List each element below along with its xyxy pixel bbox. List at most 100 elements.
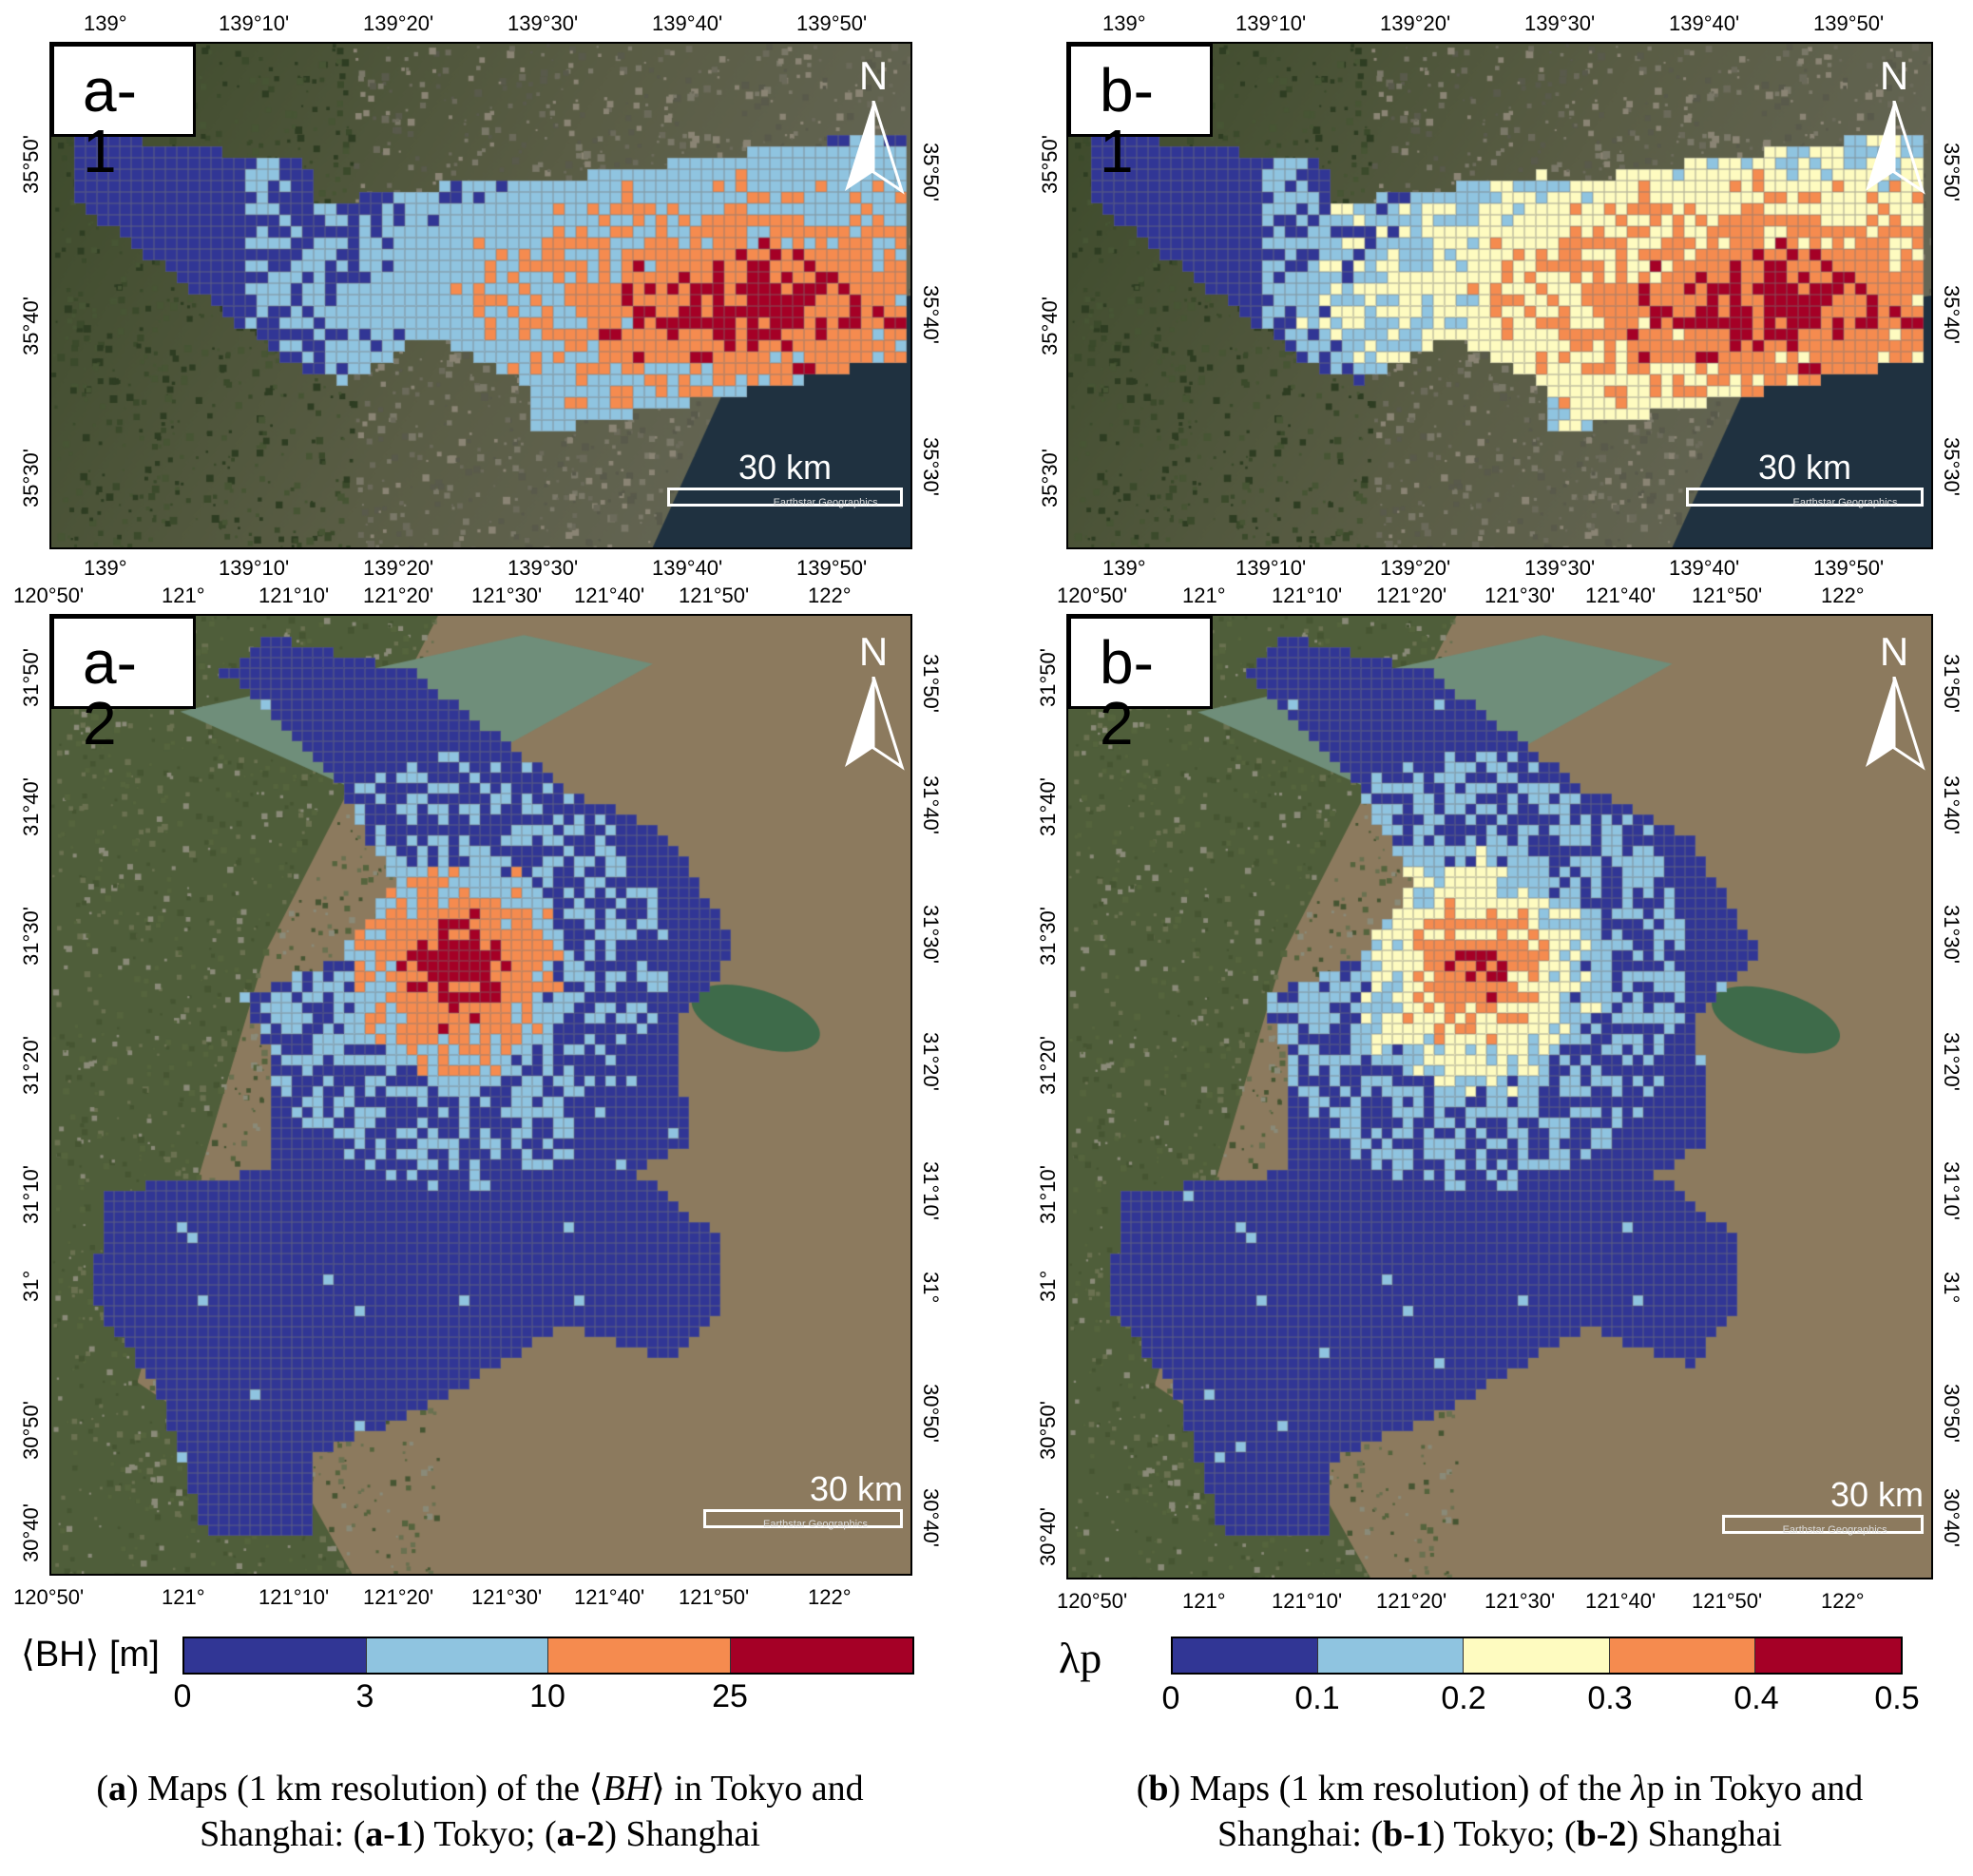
- left-tick: 31°20': [1036, 1036, 1060, 1095]
- bottom-tick: 121°20': [1376, 1589, 1447, 1613]
- top-tick: 122°: [1821, 584, 1865, 607]
- left-tick: 30°50': [1036, 1401, 1060, 1460]
- map-a2: a-2 N 30 km Earthstar Geographics: [49, 614, 912, 1576]
- top-tick: 121°30': [1485, 584, 1556, 607]
- legend-colorbar: [182, 1637, 914, 1675]
- right-tick: 30°40': [919, 1488, 943, 1547]
- top-tick: 139°30': [1524, 11, 1596, 35]
- top-tick: 139°50': [796, 11, 868, 35]
- left-tick: 31°50': [19, 648, 43, 707]
- right-tick: 31°30': [919, 905, 943, 964]
- map-canvas-b2: [1068, 616, 1931, 1578]
- right-tick: 31°10': [919, 1161, 943, 1220]
- bottom-tick: 139°10': [219, 556, 290, 580]
- left-tick: 35°50': [19, 135, 43, 194]
- map-b1: b-1 N 30 km Earthstar Geographics: [1066, 42, 1933, 549]
- top-tick: 121°40': [574, 584, 645, 607]
- top-tick: 139°50': [1813, 11, 1885, 35]
- north-letter: N: [858, 629, 889, 674]
- top-tick: 121°50': [1692, 584, 1763, 607]
- right-tick: 30°50': [1940, 1384, 1963, 1443]
- top-tick: 121°: [1182, 584, 1226, 607]
- legend-swatch: [184, 1638, 367, 1673]
- left-tick: 31°40': [19, 777, 43, 836]
- right-tick: 30°50': [919, 1384, 943, 1443]
- left-tick: 31°40': [1036, 777, 1060, 836]
- north-arrow-icon: [1866, 101, 1925, 195]
- top-tick: 139°: [84, 11, 127, 35]
- right-tick: 31°50': [1940, 654, 1963, 713]
- left-tick: 31°: [1036, 1270, 1060, 1302]
- top-tick: 121°10': [1272, 584, 1343, 607]
- north-letter: N: [1879, 53, 1909, 98]
- north-arrow: N: [840, 53, 907, 196]
- legend-colorbar: [1171, 1637, 1903, 1675]
- map-credit: Earthstar Geographics: [1792, 497, 1898, 508]
- top-tick: 139°10': [1236, 11, 1307, 35]
- left-tick: 31°: [19, 1270, 43, 1302]
- top-tick: 139°: [1102, 11, 1146, 35]
- scale-label: 30 km: [1757, 448, 1852, 487]
- right-tick: 31°20': [919, 1032, 943, 1091]
- right-tick: 31°10': [1940, 1161, 1963, 1220]
- bottom-tick: 121°30': [471, 1585, 543, 1609]
- left-tick: 31°30': [1036, 907, 1060, 966]
- top-tick: 121°10': [259, 584, 330, 607]
- left-tick: 30°50': [19, 1401, 43, 1460]
- left-tick: 35°40': [1038, 297, 1062, 355]
- legend-tick-label: 0.2: [1441, 1680, 1486, 1716]
- legend-tick-label: 25: [712, 1678, 748, 1714]
- legend-swatch: [730, 1638, 912, 1673]
- top-tick: 122°: [808, 584, 852, 607]
- bottom-tick: 121°30': [1485, 1589, 1556, 1613]
- left-tick: 35°40': [19, 297, 43, 355]
- bottom-tick: 121°10': [259, 1585, 330, 1609]
- right-tick: 31°: [919, 1272, 943, 1304]
- top-tick: 121°20': [363, 584, 434, 607]
- scale-bar: 30 km Earthstar Geographics: [1722, 1475, 1924, 1536]
- bottom-tick: 139°40': [1669, 556, 1740, 580]
- top-tick: 139°30': [508, 11, 579, 35]
- scale-label: 30 km: [809, 1469, 903, 1508]
- right-tick: 31°40': [919, 775, 943, 834]
- top-tick: 139°40': [1669, 11, 1740, 35]
- right-tick: 31°50': [919, 654, 943, 713]
- left-tick: 31°30': [19, 907, 43, 966]
- legend-swatch: [366, 1638, 548, 1673]
- panel-label: a-1: [51, 44, 196, 182]
- bottom-tick: 139°10': [1236, 556, 1307, 580]
- bottom-tick: 139°50': [796, 556, 868, 580]
- north-letter: N: [858, 53, 889, 98]
- bottom-tick: 139°30': [508, 556, 579, 580]
- bottom-tick: 120°50': [13, 1585, 85, 1609]
- bottom-tick: 122°: [808, 1585, 852, 1609]
- scale-bar: 30 km Earthstar Geographics: [667, 448, 903, 508]
- bottom-tick: 139°20': [1380, 556, 1451, 580]
- right-tick: 35°30': [1940, 437, 1963, 496]
- bottom-tick: 121°40': [574, 1585, 645, 1609]
- bottom-tick: 139°50': [1813, 556, 1885, 580]
- top-tick: 121°50': [679, 584, 750, 607]
- legend-tick-label: 0.3: [1587, 1680, 1633, 1716]
- top-tick: 121°: [162, 584, 205, 607]
- scale-label: 30 km: [737, 448, 833, 487]
- caption-b: (b) Maps (1 km resolution) of the λp in …: [1136, 1769, 1864, 1854]
- right-tick: 35°30': [919, 437, 943, 496]
- right-tick: 31°30': [1940, 905, 1963, 964]
- panel-label: b-2: [1068, 616, 1213, 754]
- bottom-tick: 120°50': [1057, 1589, 1128, 1613]
- top-tick: 139°10': [219, 11, 290, 35]
- legend-swatch: [1464, 1638, 1610, 1673]
- top-tick: 139°40': [652, 11, 723, 35]
- top-tick: 139°20': [363, 11, 434, 35]
- legend-swatch: [548, 1638, 731, 1673]
- bottom-tick: 139°: [84, 556, 127, 580]
- right-tick: 30°40': [1940, 1488, 1963, 1547]
- north-arrow: N: [1861, 629, 1927, 772]
- bottom-tick: 121°40': [1585, 1589, 1657, 1613]
- left-tick: 31°50': [1036, 648, 1060, 707]
- bottom-tick: 121°20': [363, 1585, 434, 1609]
- north-arrow: N: [1861, 53, 1927, 196]
- left-tick: 35°30': [19, 449, 43, 507]
- north-letter: N: [1879, 629, 1909, 674]
